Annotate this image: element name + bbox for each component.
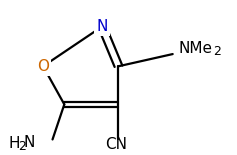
Text: N: N bbox=[96, 19, 108, 34]
Text: CN: CN bbox=[105, 137, 128, 152]
Text: NMe: NMe bbox=[179, 41, 213, 56]
Text: N: N bbox=[24, 135, 35, 151]
Text: 2: 2 bbox=[214, 45, 221, 58]
Text: O: O bbox=[37, 59, 49, 74]
Text: H: H bbox=[9, 136, 20, 151]
Text: 2: 2 bbox=[18, 140, 26, 153]
